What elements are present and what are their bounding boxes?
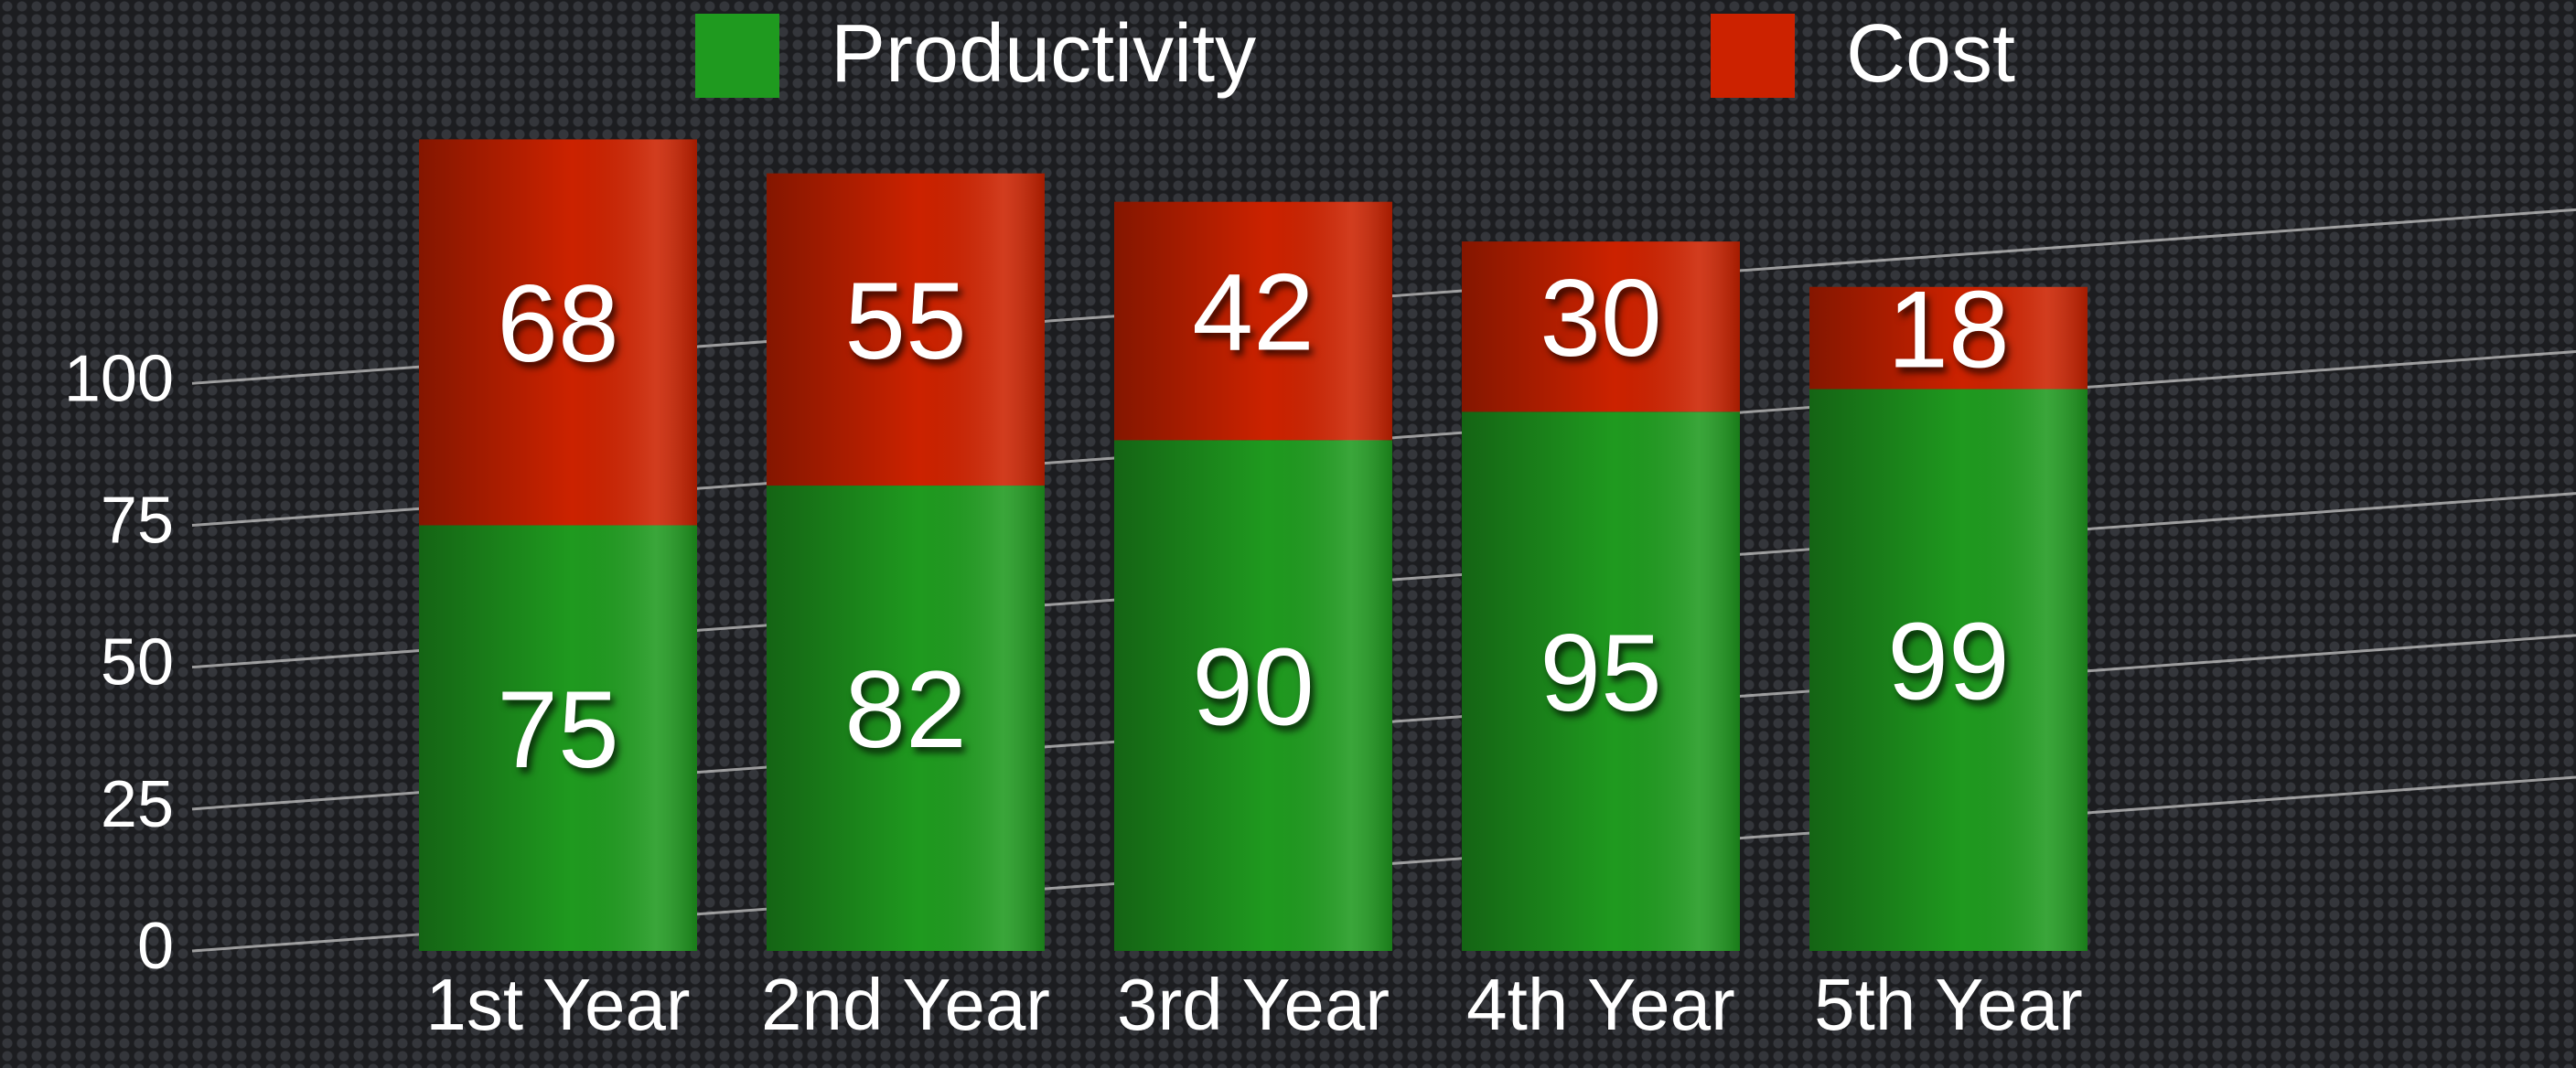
bar-shade — [767, 486, 1045, 951]
y-tick-label: 50 — [101, 626, 174, 700]
x-tick-label: 1st Year — [425, 964, 690, 1045]
legend-swatch — [1711, 14, 1795, 98]
value-label: 90 — [1192, 625, 1314, 748]
value-label: 95 — [1540, 612, 1661, 734]
value-label: 42 — [1192, 251, 1314, 374]
value-label: 75 — [497, 668, 618, 791]
x-tick-label: 2nd Year — [761, 964, 1050, 1045]
legend-swatch — [695, 14, 779, 98]
y-tick-label: 75 — [101, 484, 174, 557]
x-tick-label: 5th Year — [1814, 964, 2083, 1045]
bar-shade — [1809, 389, 2088, 952]
bar-shade — [1114, 201, 1392, 441]
y-tick-label: 25 — [101, 768, 174, 841]
bar-shade — [767, 173, 1045, 486]
bar-shade — [1462, 411, 1740, 951]
y-tick-label: 0 — [137, 910, 174, 983]
bar-shade — [419, 525, 697, 951]
bar-shade — [1809, 286, 2088, 390]
value-label: 99 — [1887, 600, 2009, 722]
bar-shade — [1462, 241, 1740, 412]
legend-label: Productivity — [831, 8, 1256, 100]
y-tick-label: 100 — [64, 342, 174, 415]
x-tick-label: 3rd Year — [1117, 964, 1390, 1045]
value-label: 55 — [844, 260, 966, 382]
bar-shade — [1114, 440, 1392, 952]
value-label: 82 — [844, 648, 966, 771]
legend-label: Cost — [1846, 8, 2015, 100]
value-label: 18 — [1887, 268, 2009, 390]
value-label: 30 — [1540, 257, 1661, 379]
value-label: 68 — [497, 262, 618, 385]
bar-shade — [419, 139, 697, 526]
x-tick-label: 4th Year — [1466, 964, 1735, 1045]
